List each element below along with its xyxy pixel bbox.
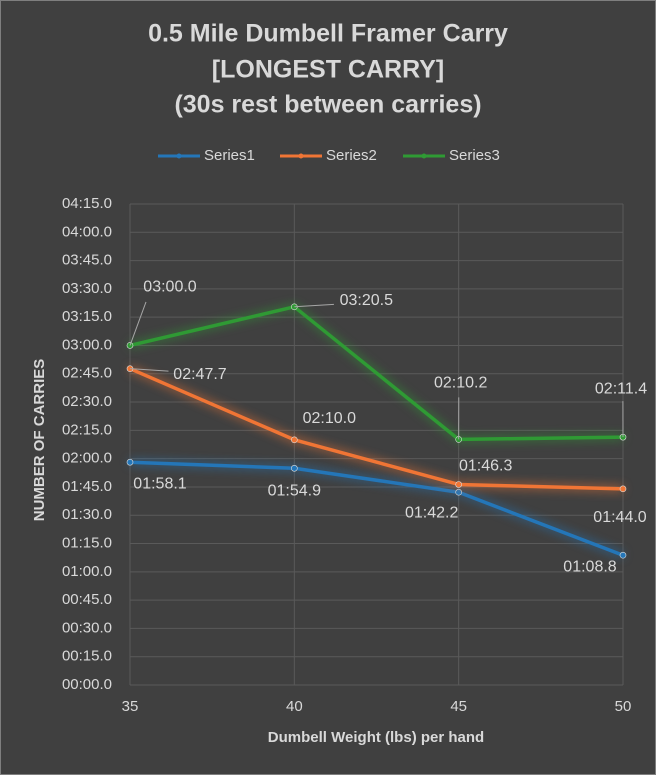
y-tick-label: 01:00.0: [62, 563, 112, 580]
x-tick-label: 45: [450, 698, 467, 715]
legend-label: Series1: [204, 147, 255, 164]
x-tick-label: 50: [615, 698, 632, 715]
legend-marker: [298, 153, 304, 159]
chart-title: (30s rest between carries): [174, 91, 481, 119]
data-point: [619, 485, 627, 493]
data-point: [455, 481, 462, 488]
data-label: 01:46.3: [459, 458, 512, 475]
leader-line: [129, 368, 169, 372]
series-line: [129, 367, 624, 491]
data-label: 02:11.4: [595, 380, 647, 397]
legend-label: Series2: [326, 147, 377, 164]
data-point: [291, 436, 298, 444]
data-point: [455, 488, 462, 496]
y-tick-label: 00:15.0: [62, 648, 112, 665]
data-label: 03:00.0: [143, 279, 196, 296]
x-axis-title: Dumbell Weight (lbs) per hand: [268, 729, 484, 746]
y-tick-label: 02:45.0: [62, 365, 112, 382]
data-label: 03:20.5: [340, 292, 393, 309]
data-point: [619, 551, 627, 559]
y-tick-label: 02:00.0: [62, 450, 112, 467]
y-tick-label: 03:15.0: [62, 308, 112, 325]
y-tick-label: 01:45.0: [62, 478, 112, 495]
data-label: 02:47.7: [173, 366, 226, 383]
y-tick-label: 03:30.0: [62, 280, 112, 297]
y-tick-label: 04:00.0: [62, 223, 112, 240]
legend-label: Series3: [449, 147, 500, 164]
y-tick-label: 02:15.0: [62, 421, 112, 438]
y-tick-label: 01:15.0: [62, 534, 112, 551]
y-axis-title: NUMBER OF CARRIES: [31, 359, 48, 522]
y-tick-label: 00:00.0: [62, 676, 112, 693]
y-tick-label: 01:30.0: [62, 506, 112, 523]
y-tick-label: 03:00.0: [62, 336, 112, 353]
leader-line: [129, 301, 147, 346]
y-tick-label: 02:30.0: [62, 393, 112, 410]
y-tick-label: 04:15.0: [62, 195, 112, 212]
leader-line: [294, 303, 334, 308]
data-label: 01:54.9: [268, 482, 321, 499]
series-line: [129, 460, 624, 557]
y-tick-label: 03:45.0: [62, 252, 112, 269]
data-label: 02:10.2: [434, 375, 487, 392]
chart-title: 0.5 Mile Dumbell Framer Carry: [148, 20, 508, 48]
series-line: [129, 305, 624, 442]
data-label: 01:42.2: [405, 504, 458, 521]
legend-marker: [421, 153, 427, 159]
data-point: [291, 464, 298, 472]
data-label: 02:10.0: [303, 410, 356, 427]
legend-marker: [176, 153, 182, 159]
y-tick-label: 00:30.0: [62, 619, 112, 636]
data-label: 01:44.0: [593, 509, 646, 526]
data-label: 01:08.8: [563, 558, 616, 575]
data-label: 01:58.1: [133, 475, 186, 492]
x-tick-label: 40: [286, 698, 303, 715]
chart-title: [LONGEST CARRY]: [212, 56, 444, 84]
data-point: [126, 458, 134, 466]
y-tick-label: 00:45.0: [62, 591, 112, 608]
x-tick-label: 35: [122, 698, 139, 715]
